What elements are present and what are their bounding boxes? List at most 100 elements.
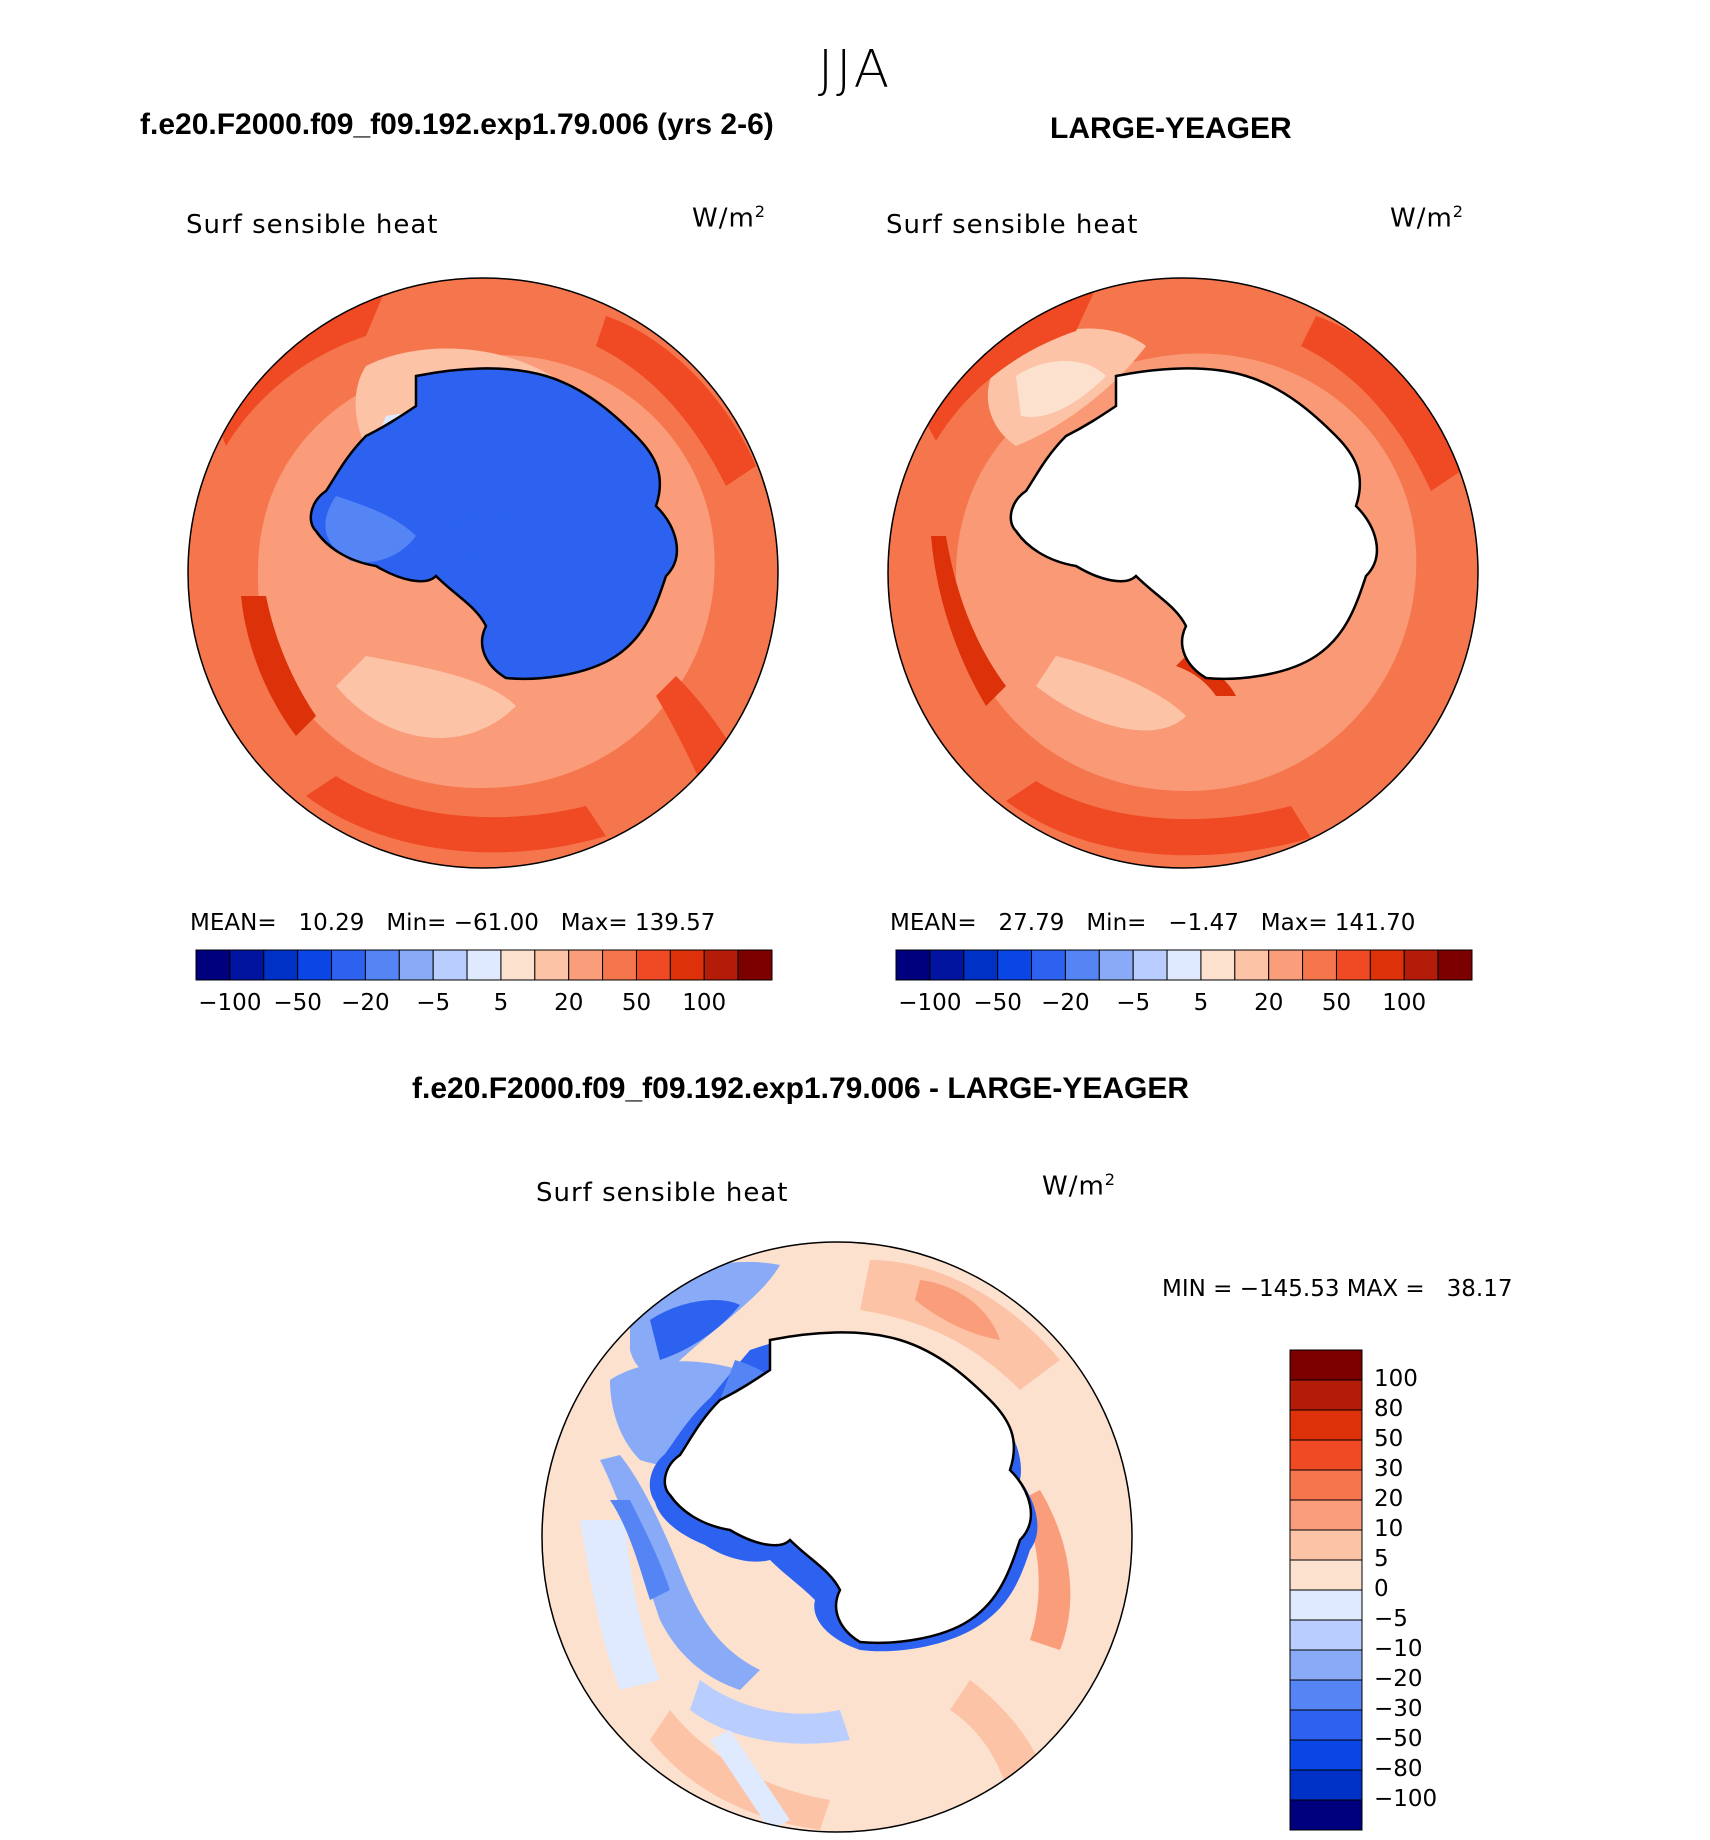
left-polar-map <box>187 277 779 869</box>
colorbar-swatch <box>500 949 536 981</box>
colorbar-swatch <box>1064 949 1100 981</box>
colorbar-swatch <box>1234 949 1270 981</box>
colorbar-tick-label: 80 <box>1374 1396 1404 1422</box>
left-stats: MEAN= 10.29 Min= −61.00 Max= 139.57 <box>190 910 716 936</box>
colorbar-tick-label: 50 <box>1374 1426 1404 1452</box>
colorbar-swatch <box>398 949 434 981</box>
colorbar-tick-label: −5 <box>1116 990 1151 1016</box>
colorbar-tick-label: 5 <box>1374 1546 1389 1572</box>
colorbar-swatch <box>703 949 739 981</box>
colorbar-tick-label: −80 <box>1374 1756 1423 1782</box>
colorbar-tick-label: −5 <box>1374 1606 1408 1632</box>
right-polar-map <box>887 277 1479 869</box>
colorbar-swatch <box>1289 1439 1363 1471</box>
colorbar-swatch <box>1289 1529 1363 1561</box>
colorbar-swatch <box>263 949 299 981</box>
colorbar-tick-label: 100 <box>682 990 727 1016</box>
colorbar-swatch <box>1289 1649 1363 1681</box>
colorbar-swatch <box>1289 1589 1363 1621</box>
diff-polar-map <box>541 1241 1133 1833</box>
right-case-title: LARGE-YEAGER <box>1050 112 1292 145</box>
colorbar-swatch <box>1166 949 1202 981</box>
colorbar-tick-label: −50 <box>1374 1726 1423 1752</box>
colorbar-swatch <box>466 949 502 981</box>
right-stats: MEAN= 27.79 Min= −1.47 Max= 141.70 <box>890 910 1416 936</box>
colorbar-swatch <box>929 949 965 981</box>
colorbar-swatch <box>635 949 671 981</box>
colorbar-swatch <box>432 949 468 981</box>
left-variable-label: Surf sensible heat <box>186 210 439 240</box>
colorbar-swatch <box>895 949 931 981</box>
colorbar-tick-label: 30 <box>1374 1456 1404 1482</box>
colorbar-swatch <box>1289 1469 1363 1501</box>
colorbar-swatch <box>1289 1619 1363 1651</box>
colorbar-swatch <box>195 949 231 981</box>
colorbar-tick-label: −100 <box>898 990 962 1016</box>
diff-colorbar <box>1289 1349 1363 1831</box>
colorbar-swatch <box>1289 1559 1363 1591</box>
colorbar-tick-label: −100 <box>1374 1786 1438 1812</box>
colorbar-swatch <box>568 949 604 981</box>
colorbar-tick-label: −5 <box>416 990 451 1016</box>
colorbar-swatch <box>364 949 400 981</box>
season-title: JJA <box>817 40 893 100</box>
colorbar-swatch <box>1200 949 1236 981</box>
colorbar-swatch <box>1289 1409 1363 1441</box>
right-variable-label: Surf sensible heat <box>886 210 1139 240</box>
colorbar-tick-label: −50 <box>973 990 1022 1016</box>
colorbar-tick-label: 10 <box>1374 1516 1404 1542</box>
right-units-label: W/m2 <box>1390 202 1465 234</box>
colorbar-swatch <box>1302 949 1337 981</box>
colorbar-swatch <box>297 949 333 981</box>
colorbar-swatch <box>1289 1799 1363 1831</box>
colorbar-swatch <box>669 949 705 981</box>
colorbar-swatch <box>331 949 366 981</box>
diff-minmax: MIN = −145.53 MAX = 38.17 <box>1162 1276 1513 1302</box>
colorbar-swatch <box>1289 1499 1363 1531</box>
right-colorbar <box>895 949 1473 981</box>
colorbar-tick-label: −20 <box>1374 1666 1423 1692</box>
colorbar-tick-label: −10 <box>1374 1636 1423 1662</box>
colorbar-tick-label: 5 <box>493 990 509 1016</box>
diff-variable-label: Surf sensible heat <box>536 1178 789 1208</box>
colorbar-swatch <box>1289 1769 1363 1801</box>
colorbar-swatch <box>997 949 1033 981</box>
colorbar-tick-label: 20 <box>1254 990 1284 1016</box>
colorbar-swatch <box>534 949 570 981</box>
diff-units-label: W/m2 <box>1042 1170 1117 1202</box>
colorbar-tick-label: 50 <box>1321 990 1352 1016</box>
colorbar-swatch <box>1335 949 1371 981</box>
colorbar-tick-label: 50 <box>621 990 652 1016</box>
colorbar-swatch <box>1289 1349 1363 1381</box>
colorbar-swatch <box>1369 949 1405 981</box>
left-case-title: f.e20.F2000.f09_f09.192.exp1.79.006 (yrs… <box>140 108 774 141</box>
colorbar-swatch <box>1289 1379 1363 1411</box>
colorbar-swatch <box>1289 1739 1363 1771</box>
diff-title: f.e20.F2000.f09_f09.192.exp1.79.006 - LA… <box>412 1072 1190 1105</box>
colorbar-swatch <box>1268 949 1304 981</box>
left-colorbar <box>195 949 773 981</box>
colorbar-swatch <box>1289 1709 1363 1741</box>
colorbar-tick-label: 100 <box>1382 990 1427 1016</box>
colorbar-swatch <box>737 949 773 981</box>
colorbar-swatch <box>1437 949 1473 981</box>
colorbar-swatch <box>1031 949 1066 981</box>
colorbar-tick-label: 0 <box>1374 1576 1389 1602</box>
colorbar-swatch <box>1098 949 1134 981</box>
colorbar-swatch <box>963 949 999 981</box>
colorbar-tick-label: −20 <box>341 990 390 1016</box>
colorbar-tick-label: 20 <box>1374 1486 1404 1512</box>
colorbar-swatch <box>1289 1679 1363 1711</box>
colorbar-tick-label: 5 <box>1193 990 1209 1016</box>
colorbar-tick-label: −50 <box>273 990 322 1016</box>
colorbar-tick-label: −20 <box>1041 990 1090 1016</box>
colorbar-tick-label: 20 <box>554 990 584 1016</box>
left-units-label: W/m2 <box>692 202 767 234</box>
colorbar-tick-label: −30 <box>1374 1696 1423 1722</box>
colorbar-swatch <box>1403 949 1439 981</box>
colorbar-swatch <box>602 949 637 981</box>
colorbar-swatch <box>229 949 265 981</box>
colorbar-tick-label: 100 <box>1374 1366 1418 1392</box>
colorbar-swatch <box>1132 949 1168 981</box>
colorbar-tick-label: −100 <box>198 990 262 1016</box>
